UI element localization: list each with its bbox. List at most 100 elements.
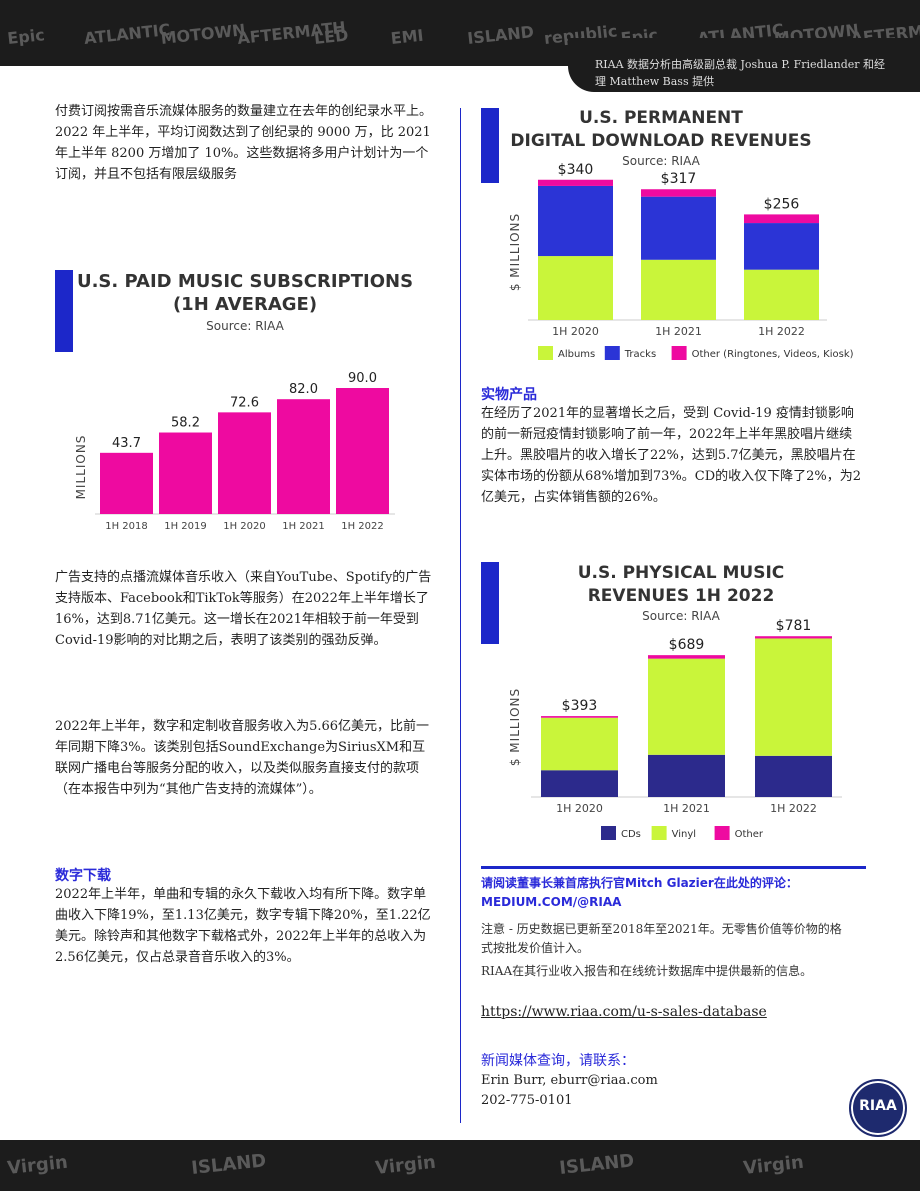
bar-segment [755,638,832,756]
paragraph-paid-subscriptions: 付费订阅按需音乐流媒体服务的数量建立在去年的创纪录水平上。2022 年上半年，平… [55,104,433,182]
label-logo: Epic [6,25,45,48]
legend-swatch [538,346,553,360]
label-logo: Virgin [374,1152,436,1179]
bar-segment [648,655,725,659]
bar-segment [538,256,613,320]
paragraph-radio-services: 2022年上半年，数字和定制收音服务收入为5.66亿美元，比前一年同期下降3%。… [55,719,430,797]
y-axis-label: MILLIONS [74,435,88,500]
x-tick-label: 1H 2021 [282,521,325,532]
label-logo: ISLAND [558,1150,635,1179]
legend-label: Vinyl [672,829,696,840]
legend-swatch [651,826,667,840]
data-label: $781 [776,618,812,634]
data-label: $393 [562,698,598,714]
legend-label: Albums [558,349,595,360]
paragraph-ad-supported: 广告支持的点播流媒体音乐收入（来自YouTube、Spotify的广告支持版本、… [55,570,432,648]
label-logo: LED [313,25,349,47]
paragraph-physical: 在经历了2021年的显著增长之后，受到 Covid-19 疫情封锁影响的前一新冠… [481,406,862,505]
bar-segment [641,196,716,260]
label-logo: Virgin [6,1152,68,1179]
label-logo: ISLAND [466,22,534,48]
column-divider [460,108,461,1123]
bar-segment [541,770,618,797]
chart-source: Source: RIAA [642,609,720,623]
note-database: RIAA在其行业收入报告和在线统计数据库中提供最新的信息。 [481,964,813,978]
y-axis-label: $ MILLIONS [508,688,522,766]
header-credit-box [568,38,920,92]
chart-side-tag [481,108,499,183]
data-label: $340 [558,162,594,178]
bar [100,452,153,514]
sales-database-link[interactable]: https://www.riaa.com/u-s-sales-database [481,1004,767,1020]
chart-source: Source: RIAA [206,319,284,333]
chart-source: Source: RIAA [622,154,700,168]
chart-download-revenues: U.S. PERMANENT DIGITAL DOWNLOAD REVENUES S… [481,100,865,370]
chart-side-tag [481,562,499,644]
data-label: $256 [764,196,800,212]
quote-rule [481,866,866,869]
media-contact: Erin Burr, eburr@riaa.com 202-775-0101 [481,1073,658,1108]
chart-title: U.S. PAID MUSIC SUBSCRIPTIONS [77,271,413,292]
chart-title: (1H AVERAGE) [173,294,317,315]
x-tick-label: 1H 2022 [758,325,805,338]
bar [277,399,330,514]
data-label: 43.7 [112,436,141,451]
x-tick-label: 1H 2022 [341,521,384,532]
chart-physical-revenues: U.S. PHYSICAL MUSIC REVENUES 1H 2022 Sourc… [481,552,865,852]
bar-segment [744,214,819,224]
data-label: $689 [669,637,705,653]
x-tick-label: 1H 2021 [655,325,702,338]
x-tick-label: 1H 2019 [164,521,207,532]
bar-segment [541,717,618,771]
heading-digital-download: 数字下载 [55,868,111,884]
bar-segment [538,179,613,186]
riaa-badge-text: RIAA [859,1098,897,1114]
chart-download-revenues-svg: U.S. PERMANENT DIGITAL DOWNLOAD REVENUES S… [508,108,854,360]
chart-title: U.S. PHYSICAL MUSIC [578,563,785,583]
bar-segment [538,185,613,257]
legend-swatch [601,826,616,840]
bar-segment [744,223,819,270]
data-label: 90.0 [348,371,377,386]
legend-swatch [714,826,730,840]
paragraph-digital-download: 2022年上半年，单曲和专辑的永久下载收入均有所下降。数字单曲收入下降19%，至… [55,887,431,965]
bar-segment [641,189,716,197]
bar-segment [541,716,618,718]
bar-segment [641,259,716,320]
bottom-banner: Virgin ISLAND Virgin ISLAND Virgin [0,1140,920,1191]
chart-title: REVENUES 1H 2022 [588,586,775,606]
bar [218,412,271,514]
legend-swatch [604,346,620,360]
x-tick-label: 1H 2020 [556,802,603,815]
chart-title: DIGITAL DOWNLOAD REVENUES [510,131,811,151]
legend-label: Other [735,829,764,840]
label-logo: ISLAND [190,1150,267,1179]
chart-paid-subscriptions: U.S. PAID MUSIC SUBSCRIPTIONS (1H AVERAGE… [55,262,415,542]
x-tick-label: 1H 2022 [770,802,817,815]
bar-segment [648,658,725,755]
data-label: 58.2 [171,416,200,431]
x-tick-label: 1H 2021 [663,802,710,815]
chairman-quote-link[interactable]: 请阅读董事长兼首席执行官Mitch Glazier在此处的评论：MEDIUM.C… [481,876,798,909]
riaa-logo-badge: RIAA [849,1079,907,1137]
data-label: 82.0 [289,382,318,397]
chart-side-tag [55,270,73,352]
chart-paid-subscriptions-svg: U.S. PAID MUSIC SUBSCRIPTIONS(1H AVERAGE… [74,271,413,532]
bar [336,388,389,514]
label-logo: ATLANTIC [83,20,171,48]
label-logo: MOTOWN [160,20,247,48]
bar-segment [648,754,725,797]
legend-label: CDs [621,829,641,840]
chart-title: U.S. PERMANENT [579,108,743,128]
chart-physical-revenues-svg: U.S. PHYSICAL MUSIC REVENUES 1H 2022 Sourc… [508,563,842,840]
label-logo: Virgin [742,1152,804,1179]
header-credit: RIAA 数据分析由高级副总裁 Joshua P. Friedlander 和经… [595,58,886,88]
data-label: $317 [661,171,697,187]
label-logo: EMI [390,26,425,48]
x-tick-label: 1H 2020 [223,521,266,532]
x-tick-label: 1H 2020 [552,325,599,338]
bar-segment [755,636,832,639]
y-axis-label: $ MILLIONS [508,213,522,291]
heading-physical: 实物产品 [481,387,537,403]
bar-segment [755,755,832,797]
